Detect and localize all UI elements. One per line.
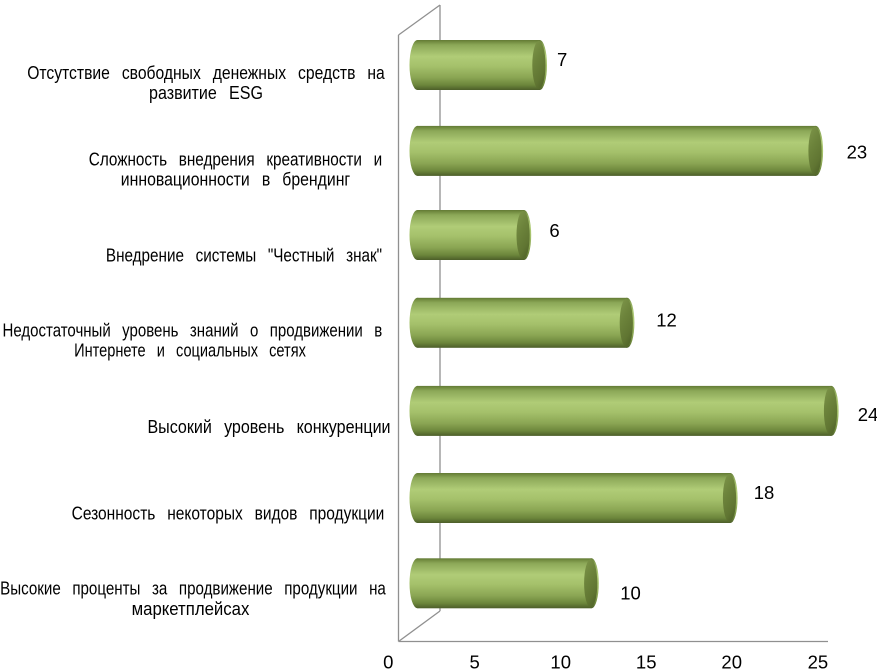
svg-text:12: 12	[656, 309, 677, 330]
svg-text:10: 10	[550, 651, 571, 669]
svg-text:Сложность внедрения креативнос: Сложность внедрения креативности и	[89, 149, 382, 170]
svg-text:развитие ESG: развитие ESG	[149, 82, 263, 103]
svg-text:инновационности в брендинг: инновационности в брендинг	[121, 169, 351, 190]
svg-text:5: 5	[470, 651, 480, 669]
svg-text:Внедрение системы "Честный зна: Внедрение системы "Честный знак"	[106, 245, 382, 266]
svg-text:15: 15	[636, 651, 657, 669]
svg-text:20: 20	[721, 651, 742, 669]
svg-text:Высокие проценты за продвижени: Высокие проценты за продвижение продукци…	[0, 578, 386, 599]
svg-text:Отсутствие свободных денежных: Отсутствие свободных денежных средств на	[27, 62, 385, 83]
svg-text:24: 24	[858, 404, 877, 425]
svg-text:Высокий уровень конкуренции: Высокий уровень конкуренции	[147, 416, 390, 437]
svg-text:Недостаточный уровень знаний о: Недостаточный уровень знаний о продвижен…	[3, 320, 383, 341]
svg-text:маркетплейсах: маркетплейсах	[132, 598, 250, 619]
svg-text:0: 0	[383, 651, 393, 669]
svg-text:Сезонность некоторых видов про: Сезонность некоторых видов продукции	[72, 503, 385, 524]
svg-text:23: 23	[847, 142, 868, 163]
svg-text:7: 7	[557, 49, 567, 70]
svg-text:10: 10	[620, 583, 641, 604]
svg-text:25: 25	[808, 651, 829, 669]
svg-text:18: 18	[754, 482, 775, 503]
svg-text:Интернете и социальных сетях: Интернете и социальных сетях	[74, 340, 306, 361]
svg-text:6: 6	[549, 220, 559, 241]
